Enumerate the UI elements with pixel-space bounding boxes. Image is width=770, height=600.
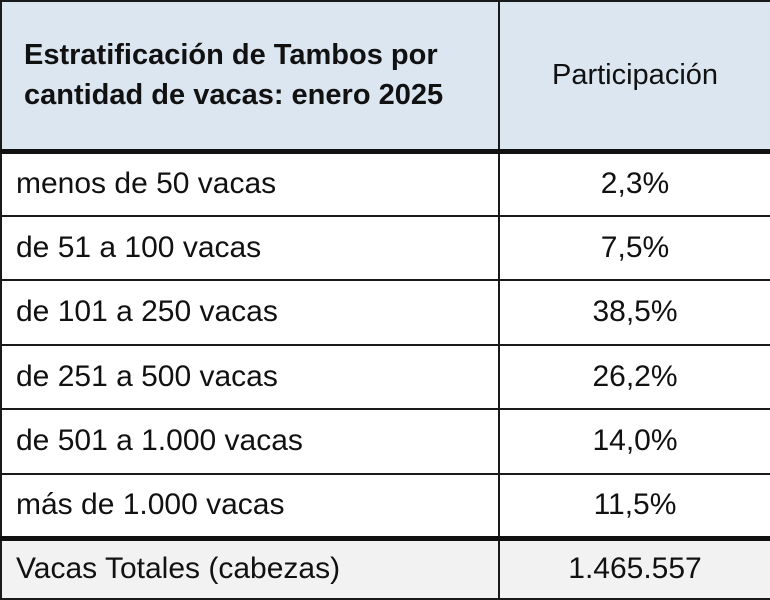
header-title-line-1: Estratificación de Tambos por	[24, 39, 438, 72]
table-row: de 51 a 100 vacas 7,5%	[0, 214, 770, 281]
table-row: de 101 a 250 vacas 38,5%	[0, 279, 770, 346]
row-label: de 501 a 1.000 vacas	[0, 408, 500, 475]
table-row: de 501 a 1.000 vacas 14,0%	[0, 408, 770, 475]
row-value: 38,5%	[498, 279, 770, 346]
header-row: Estratificación de Tambos por cantidad d…	[0, 0, 770, 154]
total-row: Vacas Totales (cabezas) 1.465.557	[0, 535, 770, 600]
total-label: Vacas Totales (cabezas)	[0, 535, 500, 600]
row-value: 11,5%	[498, 472, 770, 539]
row-value: 14,0%	[498, 408, 770, 475]
table-row: más de 1.000 vacas 11,5%	[0, 472, 770, 539]
row-label: de 251 a 500 vacas	[0, 343, 500, 410]
row-value: 2,3%	[498, 150, 770, 217]
row-value: 7,5%	[498, 214, 770, 281]
row-value: 26,2%	[498, 343, 770, 410]
header-title: Estratificación de Tambos por cantidad d…	[0, 0, 500, 154]
header-title-line-2: cantidad de vacas: enero 2025	[24, 79, 444, 112]
row-label: menos de 50 vacas	[0, 150, 500, 217]
row-label: de 101 a 250 vacas	[0, 279, 500, 346]
table-row: menos de 50 vacas 2,3%	[0, 150, 770, 217]
row-label: de 51 a 100 vacas	[0, 214, 500, 281]
row-label: más de 1.000 vacas	[0, 472, 500, 539]
total-value: 1.465.557	[498, 535, 770, 600]
header-participation: Participación	[498, 0, 770, 154]
table-row: de 251 a 500 vacas 26,2%	[0, 343, 770, 410]
